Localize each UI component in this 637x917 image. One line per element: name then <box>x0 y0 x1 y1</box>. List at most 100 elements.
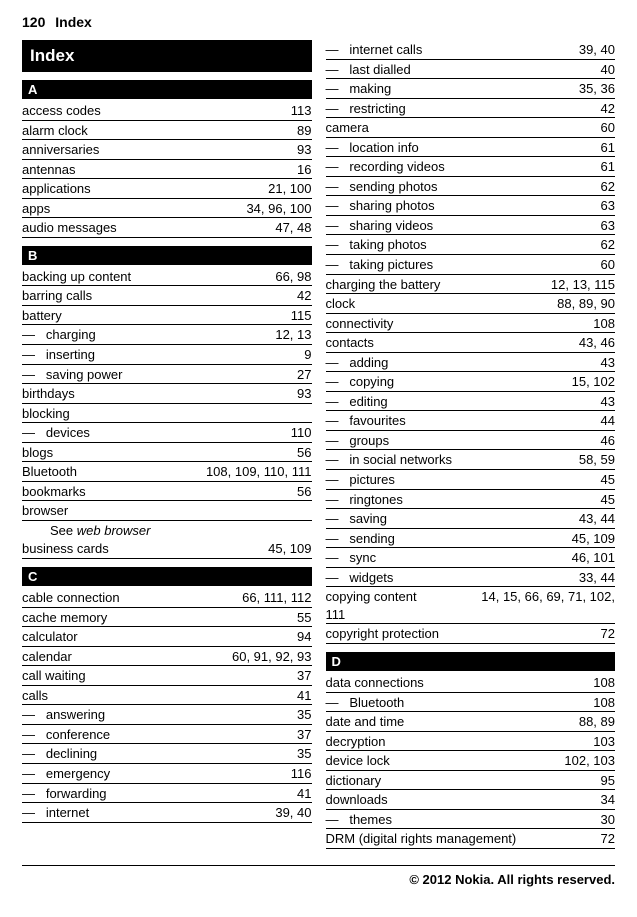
index-entry: calendar60, 91, 92, 93 <box>22 647 312 667</box>
index-entry: DRM (digital rights management)72 <box>326 829 616 849</box>
index-term: internet <box>22 804 93 822</box>
index-entry: dictionary95 <box>326 771 616 791</box>
index-term: downloads <box>326 791 392 809</box>
index-entry: in social networks58, 59 <box>326 450 616 470</box>
index-entry: data connections108 <box>326 673 616 693</box>
index-term: devices <box>22 424 94 442</box>
index-pages: 93 <box>293 141 311 159</box>
index-pages: 55 <box>293 609 311 627</box>
index-entry: location info61 <box>326 138 616 158</box>
index-term: cache memory <box>22 609 111 627</box>
index-term: taking photos <box>326 236 431 254</box>
index-entry: access codes113 <box>22 101 312 121</box>
index-entry: camera60 <box>326 118 616 138</box>
index-pages-cont: 111 <box>326 606 616 624</box>
index-pages: 43, 44 <box>575 510 615 528</box>
index-term: themes <box>326 811 396 829</box>
index-term: antennas <box>22 161 80 179</box>
index-term: bookmarks <box>22 483 90 501</box>
index-pages: 47, 48 <box>271 219 311 237</box>
index-term: calendar <box>22 648 76 666</box>
index-see-reference: See web browser <box>22 521 312 540</box>
index-term: clock <box>326 295 360 313</box>
index-pages: 88, 89 <box>575 713 615 731</box>
index-pages: 60 <box>597 256 615 274</box>
index-pages: 14, 15, 66, 69, 71, 102, <box>477 588 615 606</box>
index-entry: blogs56 <box>22 443 312 463</box>
index-pages: 103 <box>589 733 615 751</box>
index-term: alarm clock <box>22 122 92 140</box>
index-pages: 44 <box>597 412 615 430</box>
index-entry: saving power27 <box>22 365 312 385</box>
index-pages: 16 <box>293 161 311 179</box>
index-pages: 41 <box>293 687 311 705</box>
index-entry: battery115 <box>22 306 312 326</box>
index-entry: sending photos62 <box>326 177 616 197</box>
index-term: sync <box>326 549 381 567</box>
index-entry: favourites44 <box>326 411 616 431</box>
index-term: pictures <box>326 471 399 489</box>
index-term: sending <box>326 530 399 548</box>
index-entry: calls41 <box>22 686 312 706</box>
index-pages: 42 <box>293 287 311 305</box>
page-number: 120 <box>22 14 45 30</box>
index-term: copying content <box>326 588 421 606</box>
index-pages: 27 <box>293 366 311 384</box>
index-entry: saving43, 44 <box>326 509 616 529</box>
index-term: sharing videos <box>326 217 438 235</box>
index-entry: barring calls 42 <box>22 286 312 306</box>
left-column: Index Aaccess codes113alarm clock89anniv… <box>22 40 312 849</box>
index-entry: antennas 16 <box>22 160 312 180</box>
index-pages: 40 <box>597 61 615 79</box>
index-entry: forwarding41 <box>22 784 312 804</box>
index-pages: 37 <box>293 667 311 685</box>
index-pages: 35 <box>293 706 311 724</box>
index-term: access codes <box>22 102 105 120</box>
index-term: in social networks <box>326 451 456 469</box>
index-pages: 45, 109 <box>264 540 311 558</box>
index-entry: Bluetooth108, 109, 110, 111 <box>22 462 312 482</box>
index-pages: 88, 89, 90 <box>553 295 615 313</box>
see-ref-text: See web browser <box>22 522 154 540</box>
index-entry: conference37 <box>22 725 312 745</box>
index-letter-header: C <box>22 567 312 586</box>
index-pages: 56 <box>293 483 311 501</box>
index-entry: themes30 <box>326 810 616 830</box>
index-term: answering <box>22 706 109 724</box>
index-term: copying <box>326 373 399 391</box>
index-entry: internet calls 39, 40 <box>326 40 616 60</box>
index-entry: inserting 9 <box>22 345 312 365</box>
index-pages: 35, 36 <box>575 80 615 98</box>
index-term: blogs <box>22 444 57 462</box>
index-pages: 15, 102 <box>568 373 615 391</box>
index-entry: apps34, 96, 100 <box>22 199 312 219</box>
index-entry: cache memory 55 <box>22 608 312 628</box>
index-entry: charging12, 13 <box>22 325 312 345</box>
index-pages: 45 <box>597 471 615 489</box>
index-pages: 39, 40 <box>575 41 615 59</box>
index-term: internet calls <box>326 41 427 59</box>
index-pages: 35 <box>293 745 311 763</box>
index-term: calculator <box>22 628 82 646</box>
index-term: forwarding <box>22 785 111 803</box>
index-term: inserting <box>22 346 99 364</box>
index-pages: 43, 46 <box>575 334 615 352</box>
index-entry: anniversaries93 <box>22 140 312 160</box>
index-term: dictionary <box>326 772 386 790</box>
header-section: Index <box>55 14 92 30</box>
index-pages: 12, 13 <box>271 326 311 344</box>
index-pages: 61 <box>597 139 615 157</box>
columns: Index Aaccess codes113alarm clock89anniv… <box>22 40 615 849</box>
index-term: charging the battery <box>326 276 445 294</box>
index-pages: 108 <box>589 315 615 333</box>
index-term: sending photos <box>326 178 442 196</box>
index-pages: 43 <box>597 354 615 372</box>
index-entry: date and time88, 89 <box>326 712 616 732</box>
index-entry: charging the battery12, 13, 115 <box>326 275 616 295</box>
index-term: making <box>326 80 396 98</box>
index-term: contacts <box>326 334 378 352</box>
index-term: barring calls <box>22 287 96 305</box>
index-term: business cards <box>22 540 113 558</box>
index-entry: cable connection66, 111, 112 <box>22 588 312 608</box>
index-pages: 9 <box>300 346 311 364</box>
